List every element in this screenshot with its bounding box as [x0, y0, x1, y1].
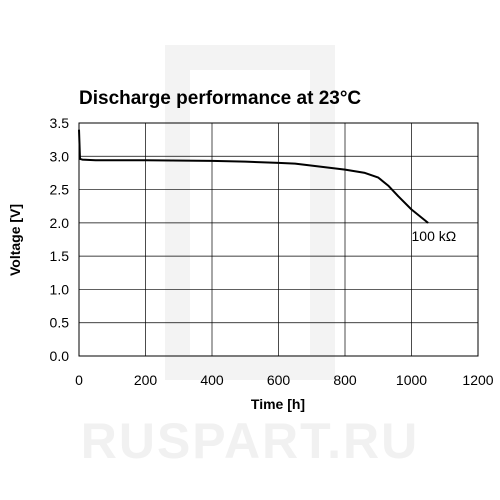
- series-line: [78, 129, 429, 224]
- y-tick-label: 0.0: [50, 348, 70, 364]
- x-tick-label: 800: [333, 372, 357, 388]
- x-axis-title: Time [h]: [251, 396, 305, 412]
- y-tick-labels: 0.0 0.5 1.0 1.5 2.0 2.5 3.0 3.5: [50, 115, 70, 364]
- y-tick-label: 3.0: [50, 148, 70, 164]
- y-tick-label: 2.5: [50, 182, 70, 198]
- series-annotation: 100 kΩ: [412, 228, 457, 244]
- watermark-logo: [165, 45, 335, 380]
- x-tick-label: 1200: [462, 372, 493, 388]
- y-tick-label: 3.5: [50, 115, 70, 131]
- x-tick-label: 200: [134, 372, 158, 388]
- y-axis-title: Voltage [V]: [7, 204, 23, 276]
- y-tick-label: 2.0: [50, 215, 70, 231]
- watermark-text: RUSPART.RU: [81, 413, 420, 469]
- x-tick-labels: 0 200 400 600 800 1000 1200: [75, 372, 494, 388]
- x-tick-label: 600: [267, 372, 291, 388]
- watermark: RUSPART.RU: [81, 45, 420, 469]
- x-tick-label: 1000: [396, 372, 427, 388]
- y-tick-label: 1.0: [50, 281, 70, 297]
- series-layer: [78, 129, 429, 224]
- y-tick-label: 0.5: [50, 315, 70, 331]
- x-tick-label: 0: [75, 372, 83, 388]
- chart-title: Discharge performance at 23°C: [79, 88, 361, 109]
- annotations: 100 kΩ: [412, 228, 457, 244]
- y-tick-label: 1.5: [50, 248, 70, 264]
- plot-frame: [78, 122, 479, 357]
- x-tick-label: 400: [200, 372, 224, 388]
